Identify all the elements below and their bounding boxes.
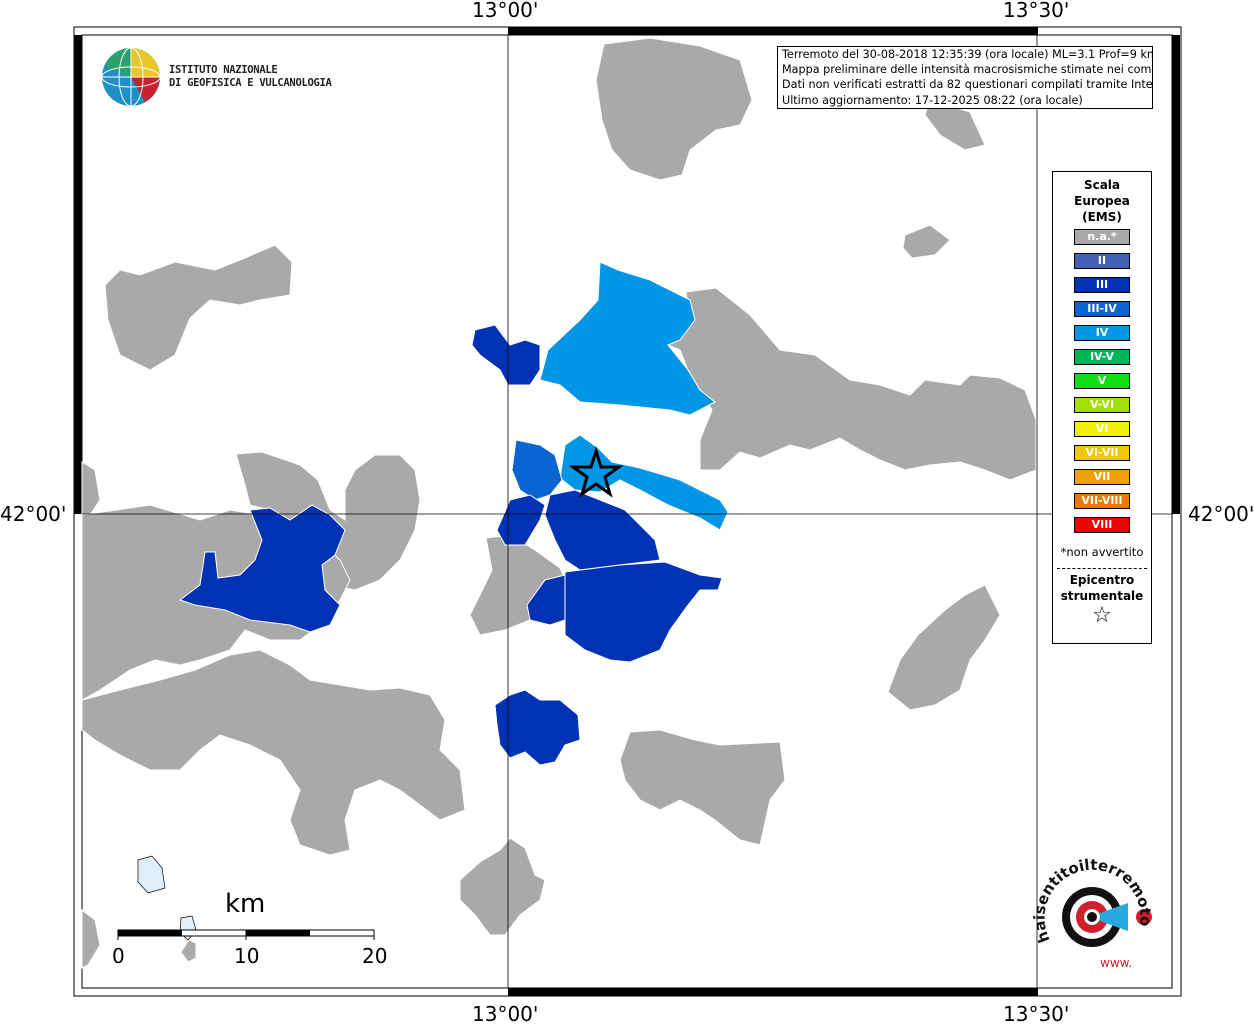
municipality-iv [539,261,716,416]
legend-swatch: V [1074,373,1130,389]
frame-bar-top [508,27,1038,35]
ingv-logo-icon [101,47,161,107]
legend-swatch: VI [1074,421,1130,437]
municipalities-iv [539,261,729,531]
municipality [924,99,986,151]
haisentito-www: www. [1100,956,1132,970]
axis-label-top-left: 13°00' [472,0,539,22]
legend-title-line3: (EMS) [1082,210,1122,224]
legend-epicenter-line1: Epicentro [1069,573,1135,587]
legend-title: Scala Europea (EMS) [1053,177,1151,225]
axis-label-top-right: 13°30' [1003,0,1070,22]
frame-bar-left [74,35,82,514]
legend-star-icon: ☆ [1092,603,1112,628]
scale-label-20: 20 [362,944,388,968]
municipality [619,729,786,846]
municipality [81,649,466,856]
event-info-line2: Mappa preliminare delle intensità macros… [782,63,1153,77]
legend-swatch: VII [1074,469,1130,485]
municipality [104,244,293,371]
lake [137,855,166,894]
epicenter-star-icon [568,445,624,498]
municipality-iv [559,434,729,531]
municipality [180,939,197,963]
legend-swatch: VII-VIII [1074,493,1130,509]
legend-swatch: IV [1074,325,1130,341]
legend-note: *non avvertito [1060,545,1144,559]
legend-swatch: III [1074,277,1130,293]
ingv-name: ISTITUTO NAZIONALE DI GEOFISICA E VULCAN… [169,64,332,90]
event-info-line1: Terremoto del 30-08-2018 12:35:39 (ora l… [782,48,1153,61]
municipality [81,908,101,969]
frame-bar-bottom [508,988,1038,996]
municipalities-iii [178,324,723,766]
axis-label-left-lat: 42°00' [0,502,67,526]
legend-swatch: IV-V [1074,349,1130,365]
municipality [595,37,753,181]
municipality-iii [494,689,581,766]
haisentito-logo-icon: haisentitoilterremoto.it www. [1030,855,1155,970]
scale-bar [117,929,375,940]
municipality-iii [544,489,661,571]
legend-epicenter: Epicentro strumentale ☆ [1053,572,1151,628]
municipality [459,837,546,936]
ems-legend: Scala Europea (EMS) n.a.* II III III-IV IV IV… [1052,171,1152,644]
municipalities-na [81,37,1037,969]
municipality [667,287,1037,481]
legend-swatch: II [1074,253,1130,269]
legend-title-line2: Europea [1074,194,1130,208]
municipality-iii [496,494,546,546]
ingv-name-line2: DI GEOFISICA E VULCANOLOGIA [169,77,332,89]
legend-title-line1: Scala [1083,178,1121,192]
axis-label-bottom-left: 13°00' [472,1002,539,1026]
municipality-iii [471,324,541,386]
municipality [887,584,1001,711]
event-info-line4: Ultimo aggiornamento: 17-12-2025 08:22 (… [782,93,1083,107]
axis-label-bottom-right: 13°30' [1003,1002,1070,1026]
scale-unit: km [225,889,266,919]
frame-bar-right [1172,35,1180,514]
legend-epicenter-line2: strumentale [1060,589,1144,603]
event-info-box: Terremoto del 30-08-2018 12:35:39 (ora l… [777,46,1153,109]
legend-swatch: V-VI [1074,397,1130,413]
municipality [81,461,101,516]
municipality [902,224,951,259]
legend-swatch: III-IV [1074,301,1130,317]
legend-swatch: VIII [1074,517,1130,533]
legend-divider [1057,568,1147,569]
legend-swatch: n.a.* [1074,229,1130,245]
ingv-name-line1: ISTITUTO NAZIONALE [169,64,278,76]
municipality-iii [178,504,346,633]
legend-swatch: VI-VII [1074,445,1130,461]
event-info-line3: Dati non verificati estratti da 82 quest… [782,78,1153,92]
scale-label-0: 0 [112,944,125,968]
axis-label-right-lat: 42°00' [1188,502,1254,526]
municipality-iii [526,574,566,626]
municipality-iii [564,561,723,663]
scale-label-10: 10 [234,944,260,968]
